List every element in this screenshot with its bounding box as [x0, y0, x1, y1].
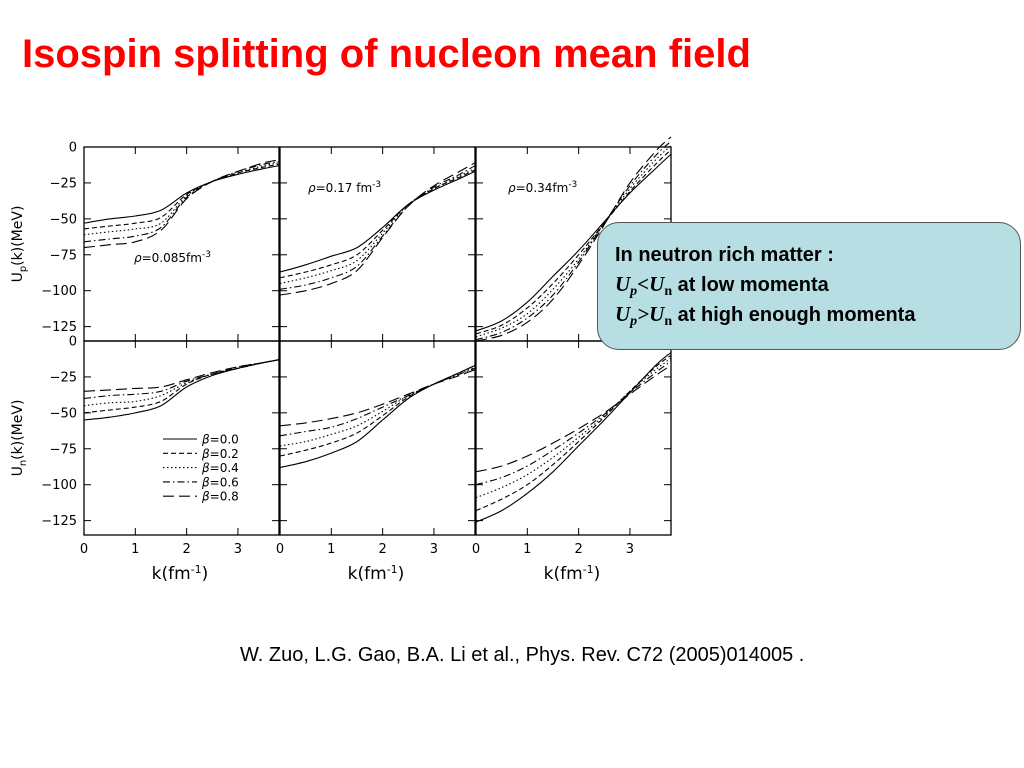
- panel-proton-rho-0.085: [83, 146, 280, 342]
- legend-entry: β=0.6: [201, 475, 239, 489]
- slide-title: Isospin splitting of nucleon mean field: [22, 32, 751, 76]
- series-line-beta-0.2: [475, 149, 672, 335]
- series-line-beta-0.2: [83, 163, 280, 230]
- x-axis-label: k(fm-1): [544, 563, 601, 584]
- series-line-beta-0.2: [279, 364, 476, 457]
- series-line-beta-0.0: [279, 170, 476, 273]
- symbol-u-p: U: [615, 272, 631, 296]
- y-tick-label: −75: [50, 248, 77, 263]
- y-tick-label: −100: [41, 284, 77, 299]
- density-label: ρ=0.34fm-3: [508, 180, 577, 195]
- series-line-beta-0.2: [83, 359, 280, 414]
- panel-neutron-rho-0.085: [83, 340, 280, 536]
- panel-neutron-rho-0.34: [475, 340, 672, 536]
- x-tick-label: 1: [327, 542, 335, 557]
- series-line-beta-0.2: [475, 354, 672, 512]
- low-momenta-text: at low momenta: [672, 274, 829, 296]
- series-line-beta-0.4: [83, 162, 280, 236]
- less-than-sign: <: [637, 272, 650, 296]
- symbol-u-n: U: [649, 272, 665, 296]
- x-tick-label: 2: [378, 542, 386, 557]
- y-tick-label: −25: [50, 370, 77, 385]
- panel-frame: [475, 340, 672, 536]
- series-line-beta-0.6: [279, 165, 476, 290]
- y-tick-label: 0: [69, 335, 77, 350]
- series-line-beta-0.4: [83, 359, 280, 407]
- series-line-beta-0.8: [475, 136, 672, 342]
- series-line-beta-0.8: [279, 162, 476, 296]
- series-line-beta-0.2: [279, 169, 476, 279]
- x-tick-label: 0: [472, 542, 480, 557]
- series-line-beta-0.4: [279, 168, 476, 285]
- x-tick-label: 2: [182, 542, 190, 557]
- panel-proton-rho-0.17: [279, 146, 476, 342]
- series-line-beta-0.0: [279, 364, 476, 469]
- y-tick-label: −75: [50, 442, 77, 457]
- x-tick-label: 0: [276, 542, 284, 557]
- y-tick-label: 0: [69, 141, 77, 156]
- subscript-p: p: [630, 284, 638, 299]
- y-axis-label-n: Un(k)(MeV): [10, 400, 29, 477]
- citation: W. Zuo, L.G. Gao, B.A. Li et al., Phys. …: [240, 644, 805, 666]
- series-line-beta-0.4: [279, 366, 476, 447]
- high-momenta-text: at high enough momenta: [672, 304, 916, 326]
- density-label: ρ=0.085fm-3: [134, 250, 211, 265]
- symbol-u-p: U: [615, 302, 631, 326]
- y-tick-label: −25: [50, 176, 77, 191]
- series-line-beta-0.6: [279, 367, 476, 437]
- series-line-beta-0.0: [83, 359, 280, 421]
- y-axis-label-p: Up(k)(MeV): [10, 206, 29, 283]
- y-tick-label: −50: [50, 406, 77, 421]
- callout-line-1: In neutron rich matter :: [615, 244, 834, 266]
- x-tick-label: 1: [523, 542, 531, 557]
- greater-than-sign: >: [637, 302, 650, 326]
- series-line-beta-0.6: [475, 360, 672, 486]
- legend: β=0.0β=0.2β=0.4β=0.6β=0.8: [163, 433, 239, 504]
- panel-frame: [83, 340, 280, 536]
- series-line-beta-0.6: [475, 140, 672, 341]
- series-line-beta-0.8: [83, 159, 280, 249]
- callout-line-2: Up<Un at low momenta: [615, 270, 1020, 300]
- x-axis-label: k(fm-1): [348, 563, 405, 584]
- y-tick-label: −125: [41, 320, 77, 335]
- legend-entry: β=0.2: [201, 447, 239, 461]
- series-line-beta-0.0: [475, 153, 672, 332]
- density-label: ρ=0.17 fm-3: [308, 180, 381, 195]
- panel-neutron-rho-0.17: [279, 340, 476, 536]
- panel-frame: [279, 340, 476, 536]
- subscript-p: p: [630, 314, 638, 329]
- x-tick-label: 3: [234, 542, 242, 557]
- series-line-beta-0.8: [279, 369, 476, 427]
- legend-entry: β=0.8: [201, 490, 239, 504]
- x-tick-label: 3: [626, 542, 634, 557]
- x-tick-label: 1: [131, 542, 139, 557]
- series-line-beta-0.6: [83, 160, 280, 243]
- y-tick-label: −125: [41, 514, 77, 529]
- y-tick-label: −100: [41, 478, 77, 493]
- y-tick-label: −50: [50, 212, 77, 227]
- subscript-n: n: [664, 314, 673, 329]
- legend-entry: β=0.0: [201, 433, 239, 447]
- x-tick-label: 2: [574, 542, 582, 557]
- callout-line-3: Up>Un at high enough momenta: [615, 300, 1020, 330]
- series-line-beta-0.6: [83, 359, 280, 400]
- series-line-beta-0.0: [475, 352, 672, 523]
- series-line-beta-0.8: [83, 359, 280, 392]
- series-line-beta-0.8: [475, 364, 672, 473]
- x-tick-label: 0: [80, 542, 88, 557]
- panel-frame: [83, 146, 280, 342]
- subscript-n: n: [664, 284, 673, 299]
- symbol-u-n: U: [649, 302, 665, 326]
- callout-box: In neutron rich matter : Up<Un at low mo…: [597, 222, 1021, 350]
- legend-entry: β=0.4: [201, 461, 239, 475]
- x-axis-label: k(fm-1): [152, 563, 209, 584]
- x-tick-label: 3: [430, 542, 438, 557]
- series-line-beta-0.0: [83, 165, 280, 224]
